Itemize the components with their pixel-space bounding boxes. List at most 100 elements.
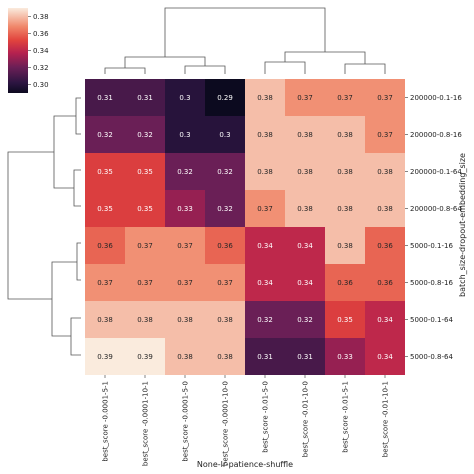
heatmap-cell xyxy=(325,301,365,338)
heatmap-cell xyxy=(365,301,405,338)
heatmap-cell-label: 0.34 xyxy=(257,242,273,250)
heatmap-cell-label: 0.39 xyxy=(137,353,153,361)
column-tick-label: best_score -0.0001-10-1 xyxy=(142,381,150,466)
heatmap-cell xyxy=(285,301,325,338)
heatmap-cell xyxy=(205,227,245,264)
heatmap-cell-label: 0.33 xyxy=(177,205,193,213)
heatmap-cell-label: 0.38 xyxy=(97,316,113,324)
colorbar-gradient xyxy=(8,8,28,93)
heatmap-cell xyxy=(245,79,285,116)
heatmap-cell xyxy=(285,338,325,375)
colorbar-tick-label: 0.34 xyxy=(33,47,49,55)
heatmap-cell-label: 0.39 xyxy=(97,353,113,361)
heatmap-cell xyxy=(365,79,405,116)
heatmap-cell xyxy=(365,227,405,264)
heatmap-cell xyxy=(125,116,165,153)
heatmap-cell-label: 0.38 xyxy=(297,168,313,176)
heatmap-cell xyxy=(85,79,125,116)
row-tick-label: 5000-0.8-16 xyxy=(410,279,453,287)
heatmap-cell-label: 0.38 xyxy=(297,131,313,139)
heatmap-cell-label: 0.37 xyxy=(97,279,113,287)
heatmap-cell xyxy=(245,338,285,375)
heatmap-grid: 0.31 0.31 0.3 0.29 0.38 0.37 0.37 0.37 0.32 0.32 0… xyxy=(85,79,405,375)
heatmap-cell xyxy=(125,79,165,116)
heatmap-cell xyxy=(85,153,125,190)
heatmap-cell-label: 0.31 xyxy=(297,353,313,361)
heatmap-cell xyxy=(85,227,125,264)
heatmap-cell xyxy=(165,116,205,153)
colorbar-tick-label: 0.32 xyxy=(33,64,49,72)
heatmap-cell-label: 0.35 xyxy=(137,205,153,213)
row-tick-label: 200000-0.8-16 xyxy=(410,131,462,139)
heatmap-cell-label: 0.37 xyxy=(177,242,193,250)
heatmap-cell xyxy=(205,301,245,338)
y-axis-label: batch_size-dropout-embedding_size xyxy=(458,153,467,297)
heatmap-cell xyxy=(85,116,125,153)
heatmap-cell-label: 0.33 xyxy=(337,353,353,361)
heatmap-cell xyxy=(125,190,165,227)
row-dendrogram xyxy=(7,97,81,356)
heatmap-cell xyxy=(325,338,365,375)
heatmap-cell-label: 0.32 xyxy=(297,316,313,324)
heatmap-cell-label: 0.36 xyxy=(97,242,113,250)
heatmap-cell-label: 0.37 xyxy=(257,205,273,213)
heatmap-cell-label: 0.38 xyxy=(297,205,313,213)
column-tick-label: best_score -0.0001-10-0 xyxy=(222,381,230,466)
heatmap-cell-label: 0.32 xyxy=(177,168,193,176)
column-tick-label: best_score -0.01-10-1 xyxy=(382,381,390,457)
heatmap-cell-label: 0.36 xyxy=(377,242,393,250)
heatmap-cell-label: 0.29 xyxy=(217,94,233,102)
column-tick-label: best_score -0.01-5-1 xyxy=(342,381,350,453)
heatmap-cell xyxy=(165,301,205,338)
heatmap-cell xyxy=(165,338,205,375)
heatmap-cell-label: 0.34 xyxy=(297,279,313,287)
heatmap-cell-label: 0.37 xyxy=(177,279,193,287)
colorbar-ticks: 0.30 0.32 0.34 0.36 0.38 xyxy=(28,13,49,89)
x-axis-label: None-lr-patience-shuffle xyxy=(197,460,293,469)
heatmap-cell xyxy=(365,338,405,375)
colorbar-tick-label: 0.30 xyxy=(33,81,49,89)
heatmap-cell-label: 0.32 xyxy=(217,205,233,213)
heatmap-cell-label: 0.38 xyxy=(257,94,273,102)
heatmap-cell-label: 0.38 xyxy=(177,353,193,361)
heatmap-cell-label: 0.38 xyxy=(337,205,353,213)
heatmap-cell-label: 0.38 xyxy=(217,353,233,361)
heatmap-cell xyxy=(325,227,365,264)
heatmap-cell-label: 0.32 xyxy=(257,316,273,324)
heatmap-cell xyxy=(205,79,245,116)
heatmap-cell xyxy=(325,264,365,301)
column-tick-label: best_score -0.0001-5-0 xyxy=(182,381,190,462)
heatmap-cell xyxy=(325,153,365,190)
heatmap-cell xyxy=(125,301,165,338)
heatmap-cell-label: 0.31 xyxy=(97,94,113,102)
heatmap-cell-label: 0.37 xyxy=(137,279,153,287)
heatmap-cell xyxy=(125,153,165,190)
heatmap-cell-label: 0.38 xyxy=(337,168,353,176)
heatmap-cell-label: 0.35 xyxy=(97,168,113,176)
heatmap-cell xyxy=(285,153,325,190)
heatmap-cell-label: 0.38 xyxy=(337,242,353,250)
heatmap-cell-label: 0.38 xyxy=(377,168,393,176)
heatmap-cell xyxy=(365,190,405,227)
heatmap-cell xyxy=(325,79,365,116)
heatmap-cell xyxy=(125,338,165,375)
heatmap-cell-label: 0.3 xyxy=(219,131,230,139)
heatmap-cell xyxy=(365,264,405,301)
heatmap-cell-label: 0.36 xyxy=(217,242,233,250)
heatmap-cell-label: 0.38 xyxy=(257,168,273,176)
heatmap-cell-label: 0.38 xyxy=(177,316,193,324)
heatmap-cell-label: 0.34 xyxy=(377,353,393,361)
heatmap-cell xyxy=(285,79,325,116)
column-tick-labels: best_score -0.0001-5-1 best_score -0.0001… xyxy=(102,375,390,466)
heatmap-cell xyxy=(125,227,165,264)
heatmap-cell-label: 0.37 xyxy=(217,279,233,287)
heatmap-cell-label: 0.36 xyxy=(337,279,353,287)
row-tick-label: 5000-0.1-16 xyxy=(410,242,453,250)
heatmap-cell xyxy=(285,116,325,153)
column-tick-label: best_score -0.01-10-0 xyxy=(302,381,310,457)
heatmap-cell xyxy=(245,116,285,153)
heatmap-cell-label: 0.3 xyxy=(179,94,190,102)
row-tick-label: 200000-0.1-16 xyxy=(410,94,462,102)
heatmap-cell-label: 0.38 xyxy=(137,316,153,324)
